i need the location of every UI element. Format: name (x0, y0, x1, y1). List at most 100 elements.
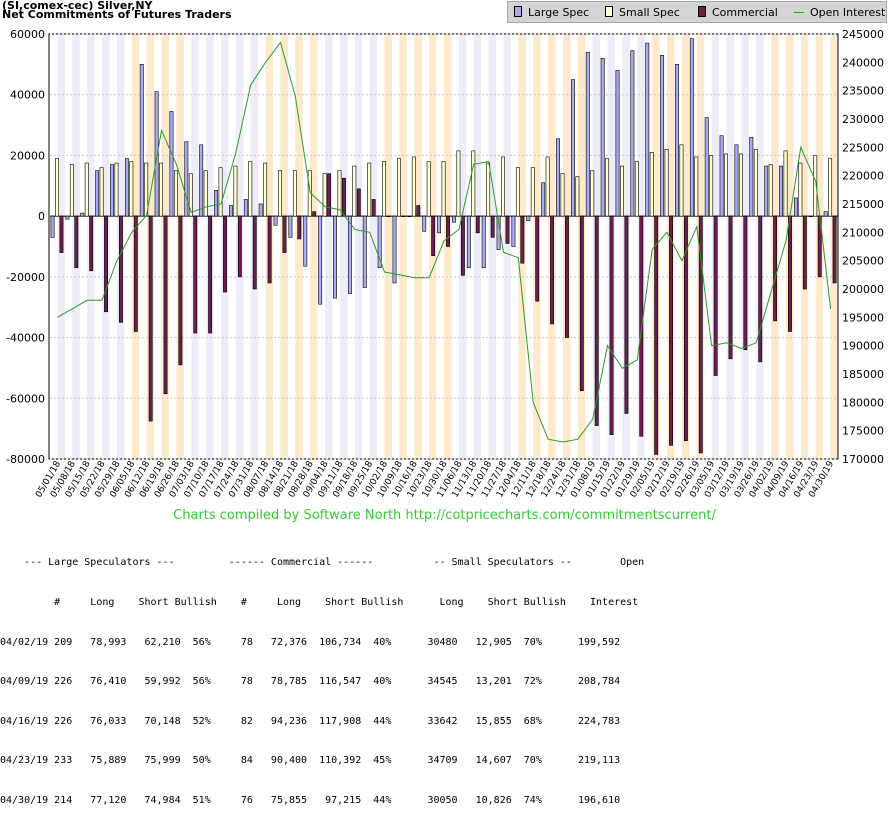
commercial-bar (252, 215, 257, 290)
bar-series (50, 38, 837, 455)
large-spec-bar (630, 50, 635, 217)
right-axis-tick-label: 185000 (842, 368, 884, 381)
small-spec-bar (55, 158, 59, 217)
small-spec-bar (456, 150, 461, 217)
large-spec-bar (660, 54, 665, 217)
small-spec-bar (144, 162, 149, 217)
large-spec-bar (675, 64, 679, 217)
commercial-bar (550, 215, 555, 325)
small-spec-bar (545, 156, 550, 217)
right-axis-labels: 245000 240000 235000 230000 225000 220000 2150… (842, 28, 884, 466)
left-axis-tick-label: -80000 (6, 453, 45, 466)
large-spec-bar (689, 38, 694, 217)
commercial-bar (356, 188, 361, 217)
right-axis-tick-label: 220000 (842, 170, 884, 183)
date-band (488, 34, 497, 459)
large-spec-bar (169, 111, 174, 217)
small-spec-bar (501, 156, 505, 217)
right-axis-tick-label: 175000 (842, 425, 884, 438)
large-spec-bar (734, 144, 739, 217)
date-band (503, 34, 511, 459)
commercial-bar (133, 215, 138, 332)
right-axis-tick-label: 195000 (842, 311, 884, 324)
small-spec-bar (188, 173, 193, 217)
large-spec-bar (229, 205, 233, 217)
commercial-bar (490, 215, 495, 238)
small-spec-bar (471, 150, 476, 217)
small-spec-bar (694, 156, 699, 217)
commercial-bar (59, 215, 64, 253)
small-spec-bar (813, 155, 818, 217)
large-spec-bar (600, 57, 605, 217)
open-interest-series (57, 41, 832, 443)
right-axis-tick-label: 215000 (842, 198, 884, 211)
small-spec-bar (560, 173, 565, 217)
commercial-bar (431, 215, 436, 256)
commercial-bar (832, 215, 837, 284)
legend-small-spec-label: Small Spec (619, 6, 680, 19)
table-column-headers: # Long Short Bullish # Long Short Bullis… (0, 597, 639, 608)
commercial-bar (565, 215, 569, 338)
commercial-bar (802, 215, 807, 290)
large-spec-bar (793, 197, 798, 217)
commercial-bar (416, 205, 421, 217)
commercial-bar (193, 215, 198, 334)
right-axis-tick-label: 210000 (842, 226, 884, 239)
large-spec-bar (452, 215, 456, 223)
table-row: 04/09/19 226 76,410 59,992 56% 78 78,785… (0, 676, 621, 688)
commercial-bar (654, 215, 659, 455)
large-spec-bar (347, 215, 352, 294)
commercial-bar (89, 215, 94, 272)
large-spec-bar (184, 141, 189, 217)
credit-line: Charts compiled by Software North http:/… (173, 508, 716, 523)
commercial-bar (520, 215, 525, 264)
small-spec-bar (99, 167, 104, 217)
right-axis-tick-label: 235000 (842, 85, 884, 98)
small-spec-bar (203, 170, 208, 217)
left-axis-tick-label: -60000 (6, 392, 45, 405)
large-spec-bar (318, 215, 323, 305)
commercial-bar (639, 215, 644, 437)
date-band (384, 34, 392, 459)
large-spec-bar (154, 91, 159, 217)
commercial-bar (535, 215, 540, 302)
commercial-bar (743, 215, 748, 351)
small-spec-bar (679, 144, 684, 217)
small-spec-bar (649, 152, 654, 217)
date-band (369, 34, 378, 459)
small-spec-bar (84, 162, 89, 217)
commercial-bar (327, 173, 332, 217)
commercial-bar (386, 215, 391, 217)
cot-chart: 6000040000200000-20000-40000-60000-80000… (6, 28, 884, 500)
right-axis-tick-label: 240000 (842, 56, 884, 69)
small-spec-bar (724, 153, 728, 217)
left-axis-tick-label: 0 (38, 210, 45, 223)
large-spec-bar (422, 215, 427, 232)
large-spec-bar (139, 64, 144, 217)
small-spec-bar (173, 170, 178, 217)
large-spec-bar (362, 215, 367, 288)
large-spec-bar (273, 215, 278, 226)
commercial-bar (460, 215, 465, 276)
small-spec-bar (620, 165, 624, 217)
commercial-bar (624, 215, 629, 414)
commercial-bar (118, 215, 123, 323)
left-axis-tick-label: 20000 (10, 149, 45, 162)
legend-open-interest-swatch (794, 12, 804, 13)
commercial-bar (698, 215, 703, 454)
commercial-bar (178, 215, 183, 366)
legend-open-interest-label: Open Interest (810, 6, 886, 19)
legend-commercial-swatch (698, 6, 706, 17)
small-spec-bar (69, 164, 74, 217)
large-spec-bar (481, 215, 486, 269)
table-row: 04/16/19 226 76,033 70,148 52% 82 94,236… (0, 715, 621, 727)
commercial-bar (371, 199, 376, 217)
commercial-bar (223, 215, 227, 293)
small-spec-bar (337, 170, 342, 217)
chart-title-line1: (SI,comex-cec) Silver,NY (2, 0, 153, 12)
commercial-bar (728, 215, 733, 360)
large-spec-bar (704, 117, 709, 217)
small-spec-bar (530, 167, 535, 217)
large-spec-bar (645, 42, 650, 217)
legend-commercial-label: Commercial (712, 6, 778, 19)
